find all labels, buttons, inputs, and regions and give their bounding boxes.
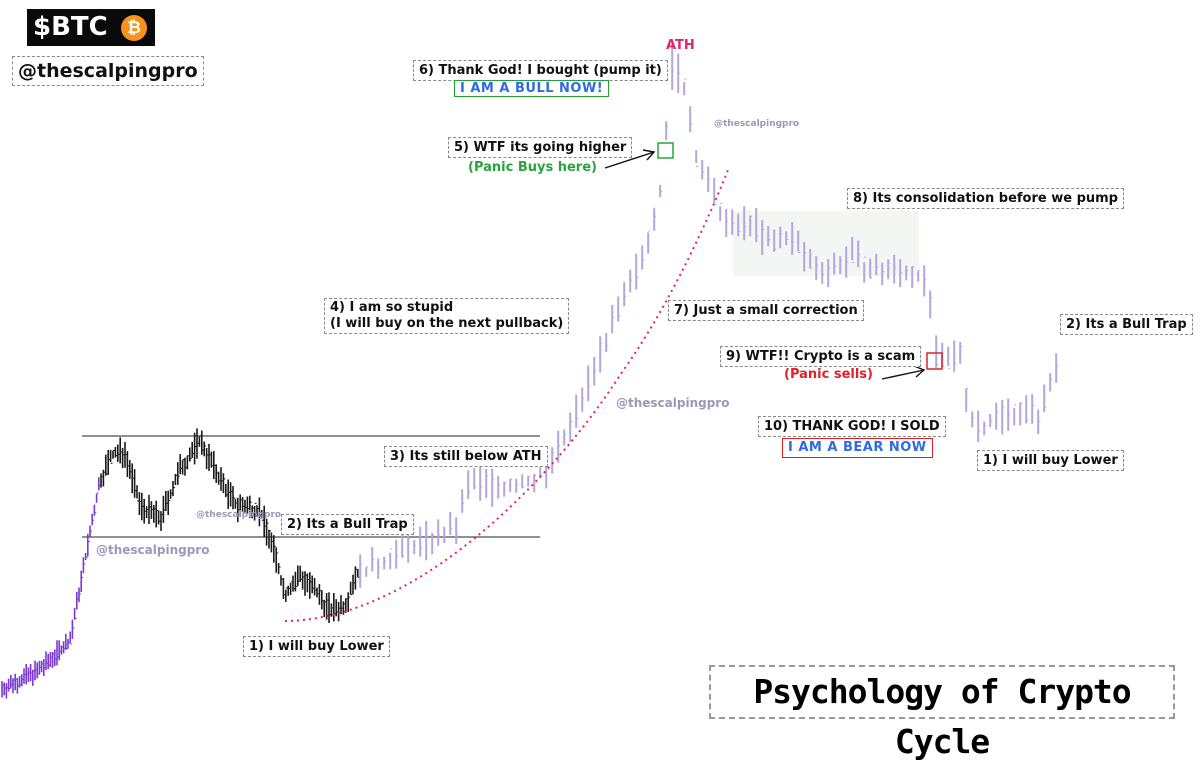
- panic-buys-label: (Panic Buys here): [468, 160, 597, 175]
- annotation-8: 8) Its consolidation before we pump: [847, 188, 1124, 209]
- chart-title: Psychology of Crypto Cycle: [709, 665, 1175, 761]
- panic-buy-marker: [657, 142, 674, 159]
- price-chart: [1, 40, 1059, 699]
- annotation-2-right: 2) Its a Bull Trap: [1060, 314, 1193, 335]
- annotation-1-left: 1) I will buy Lower: [243, 636, 390, 657]
- bitcoin-icon: ₿: [121, 15, 147, 41]
- arrow-panic-buy: [604, 149, 656, 169]
- parabolic-curve: [284, 169, 729, 622]
- consolidation-zone: [733, 211, 919, 276]
- panic-sell-marker: [926, 352, 943, 370]
- author-handle: @thescalpingpro: [12, 56, 204, 86]
- bear-badge: I AM A BEAR NOW: [782, 438, 933, 458]
- watermark-small: @thescalpingpro: [196, 510, 282, 520]
- candles: [1, 40, 1059, 699]
- annotation-9: 9) WTF!! Crypto is a scam: [720, 346, 922, 367]
- annotation-4: 4) I am so stupid (I will buy on the nex…: [324, 298, 570, 334]
- annotation-2-left: 2) Its a Bull Trap: [281, 514, 414, 535]
- arrow-panic-sell: [881, 365, 926, 380]
- annotation-6: 6) Thank God! I bought (pump it): [413, 60, 668, 81]
- annotation-1-right: 1) I will buy Lower: [977, 450, 1124, 471]
- watermark-left: @thescalpingpro: [96, 543, 210, 557]
- ticker-label: $BTC: [33, 12, 108, 42]
- ticker-badge: $BTC ₿: [27, 9, 155, 46]
- annotation-3: 3) Its still below ATH: [384, 446, 548, 467]
- panic-sells-label: (Panic sells): [784, 367, 873, 382]
- bull-badge: I AM A BULL NOW!: [454, 80, 610, 97]
- ath-label: ATH: [666, 38, 695, 53]
- annotation-5: 5) WTF its going higher: [448, 137, 633, 158]
- watermark-mid: @thescalpingpro: [616, 396, 730, 410]
- watermark-top: @thescalpingpro: [714, 119, 800, 129]
- annotation-4-line1: 4) I am so stupid: [330, 300, 454, 315]
- annotation-7: 7) Just a small correction: [668, 300, 864, 321]
- annotation-10: 10) THANK GOD! I SOLD: [758, 416, 946, 437]
- annotation-4-line2: (I will buy on the next pullback): [330, 316, 564, 331]
